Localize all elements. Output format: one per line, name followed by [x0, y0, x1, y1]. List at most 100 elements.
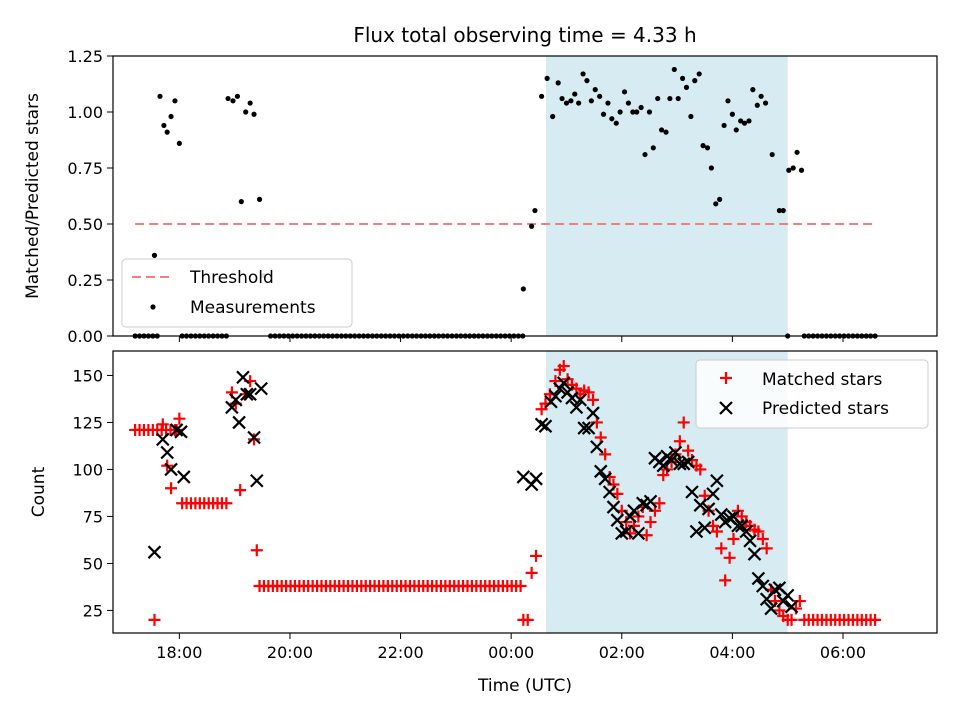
predicted-star-point: [155, 432, 170, 447]
measurement-point: [642, 151, 648, 158]
predicted-star-point: [710, 473, 724, 488]
top-shaded-span: [546, 56, 788, 336]
measurement-point: [717, 196, 723, 202]
matched-star-point: [220, 497, 233, 510]
measurement-point: [713, 201, 719, 207]
measurement-point: [243, 109, 249, 115]
measurement-point: [592, 87, 598, 93]
measurement-point: [630, 109, 636, 115]
top-legend: Threshold Measurements: [121, 258, 353, 328]
predicted-star-point: [565, 391, 579, 405]
matched-star-point: [582, 386, 595, 399]
predicted-star-point: [780, 588, 795, 603]
measurement-point: [769, 151, 775, 158]
matched-star-point: [640, 529, 653, 542]
legend-measurements-label: Measurements: [190, 298, 316, 318]
x-tick-label: 22:00: [378, 643, 424, 662]
y-tick-label: 25: [83, 601, 103, 620]
matched-star-point: [719, 574, 732, 587]
matched-star-point: [234, 484, 247, 497]
measurement-point: [688, 113, 694, 120]
measurement-point: [544, 75, 550, 81]
matched-star-point: [521, 613, 534, 626]
measurement-point: [646, 109, 653, 115]
measurement-point: [161, 122, 167, 129]
chart-title: Flux total observing time = 4.33 h: [353, 23, 696, 47]
predicted-star-point: [529, 472, 543, 486]
matched-star-point: [723, 551, 736, 564]
matched-star-point: [156, 418, 169, 431]
measurement-point: [708, 165, 714, 171]
bottom-y-axis-label: Count: [29, 466, 49, 517]
predicted-star-point: [714, 507, 729, 522]
predicted-star-point: [169, 423, 184, 437]
measurement-point: [696, 71, 702, 77]
matched-star-point: [148, 613, 161, 626]
predicted-star-point: [534, 417, 549, 432]
measurement-point: [151, 252, 158, 258]
matched-star-point: [611, 487, 624, 500]
measurement-point: [568, 98, 574, 104]
legend-threshold-label: Threshold: [189, 268, 274, 288]
x-tick-label: 00:00: [488, 643, 534, 662]
measurement-point: [256, 196, 263, 202]
x-axis-label: Time (UTC): [477, 676, 572, 696]
matched-star-point: [624, 527, 637, 540]
matched-star-point: [869, 613, 882, 626]
y-tick-label: 1.25: [67, 47, 103, 66]
measurement-point: [762, 100, 769, 106]
predicted-star-point: [664, 453, 679, 467]
measurement-point: [667, 95, 673, 102]
predicted-star-point: [610, 513, 625, 527]
measurement-point: [754, 102, 760, 108]
predicted-star-point: [254, 381, 268, 396]
y-tick-label: 1.00: [67, 103, 103, 122]
measurement-point: [741, 120, 748, 126]
y-tick-label: 0.75: [67, 159, 103, 178]
measurement-point: [780, 207, 786, 214]
measurement-point: [663, 129, 669, 135]
predicted-star-point: [548, 389, 563, 403]
measurement-point: [550, 113, 556, 120]
predicted-star-point: [232, 415, 246, 430]
predicted-star-point: [643, 494, 658, 509]
predicted-star-point: [569, 400, 584, 415]
predicted-star-point: [747, 547, 762, 561]
matched-star-point: [173, 412, 186, 425]
matched-star-point: [530, 549, 543, 562]
predicted-star-point: [673, 457, 687, 471]
predicted-star-point: [606, 500, 621, 514]
predicted-star-point: [538, 419, 553, 433]
matched-star-point: [653, 497, 666, 510]
measurement-point: [621, 89, 628, 95]
matched-star-point: [514, 580, 527, 592]
measurement-point: [758, 93, 764, 99]
measurement-point: [700, 143, 706, 149]
y-tick-label: 125: [72, 413, 103, 432]
measurement-point: [786, 167, 792, 173]
legend-predicted-swatch: [719, 401, 733, 415]
bottom-plot-frame: [112, 350, 938, 634]
matched-star-point: [587, 393, 600, 406]
measurement-point: [798, 167, 805, 173]
bottom-y-ticks: 25 50 75 100 125 150: [72, 366, 113, 620]
matched-star-point: [248, 433, 261, 446]
predicted-star-point: [556, 376, 571, 390]
predicted-star-point: [598, 472, 612, 486]
x-tick-label: 06:00: [820, 643, 866, 662]
predicted-star-point: [636, 496, 650, 511]
measurement-point: [563, 100, 570, 106]
matched-star-point: [694, 463, 707, 476]
predicted-star-point: [751, 571, 766, 586]
predicted-star-point: [731, 519, 745, 533]
measurement-point: [655, 95, 661, 102]
predicted-star-point: [615, 526, 629, 541]
matched-star-point: [525, 566, 538, 579]
measurement-point: [746, 118, 752, 124]
bottom-legend: Matched stars Predicted stars: [695, 359, 929, 429]
matched-star-point: [673, 435, 686, 448]
predicted-star-point: [250, 473, 264, 488]
measurement-point: [776, 207, 782, 214]
bottom-legend-box: [695, 359, 929, 429]
measurement-point: [555, 80, 561, 86]
